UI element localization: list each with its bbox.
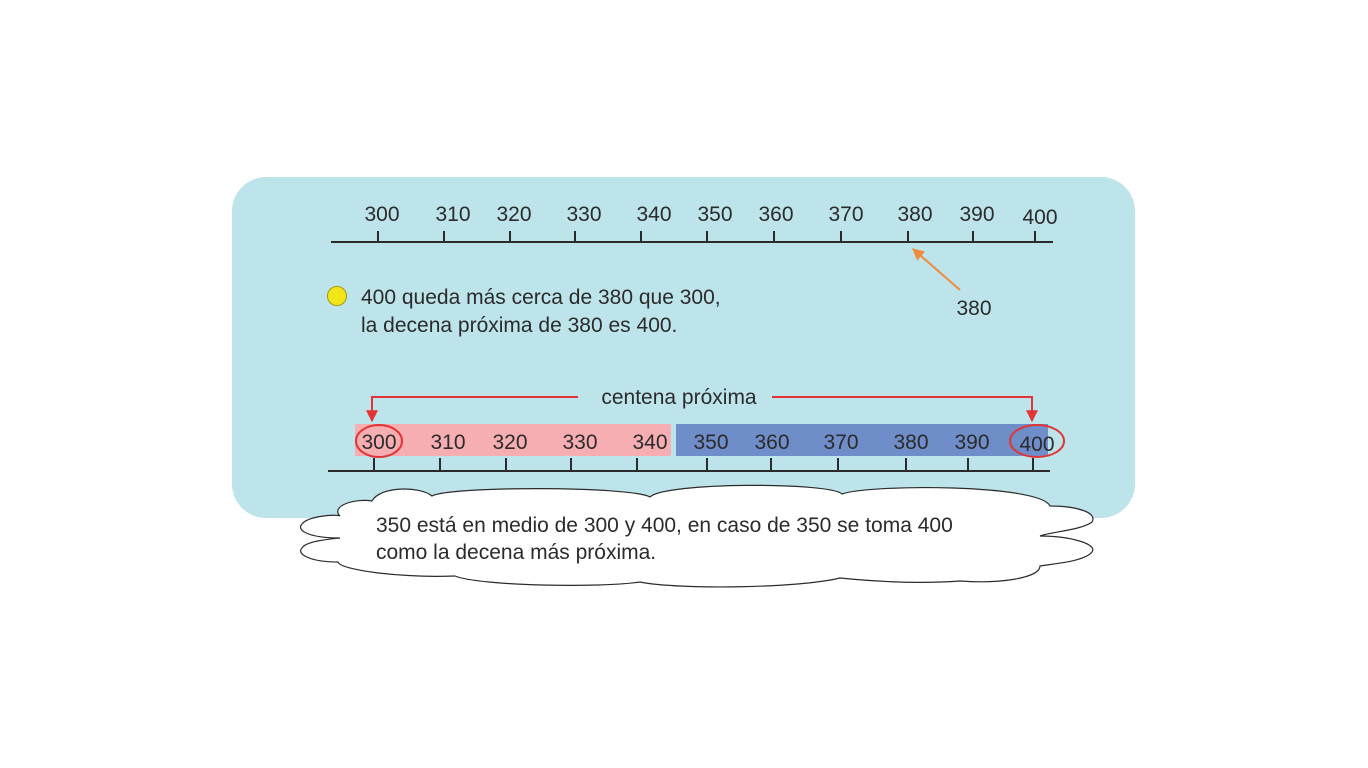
statement-line-2: la decena próxima de 380 es 400. [361, 314, 677, 337]
cloud-note: 350 está en medio de 300 y 400, en caso … [299, 484, 1094, 588]
pointer-380: 380 [912, 248, 992, 320]
top-tick-label-360: 360 [758, 203, 793, 226]
statement-line-1: 400 queda más cerca de 380 que 300, [361, 286, 721, 309]
bottom-tick-label-370: 370 [823, 431, 858, 454]
bracket-right-arrow-icon [772, 396, 1038, 423]
bracket-label: centena próxima [601, 386, 757, 409]
bottom-tick-label-300: 300 [361, 431, 396, 454]
top-tick-label-400: 400 [1022, 206, 1057, 229]
bottom-tick-label-350: 350 [693, 431, 728, 454]
bottom-tick-label-340: 340 [632, 431, 667, 454]
circle-300 [355, 424, 403, 458]
cloud-shape [299, 484, 1094, 588]
pointer-arrow-icon [912, 248, 961, 291]
bottom-tick-label-390: 390 [954, 431, 989, 454]
top-tick-label-370: 370 [828, 203, 863, 226]
top-tick-label-340: 340 [636, 203, 671, 226]
top-tick-label-300: 300 [364, 203, 399, 226]
centena-bracket: centena próxima [366, 386, 1038, 423]
top-tick-label-310: 310 [435, 203, 470, 226]
bottom-tick-label-360: 360 [754, 431, 789, 454]
bullet-icon [327, 286, 347, 306]
bracket-left-arrow-icon [366, 396, 578, 423]
statement: 400 queda más cerca de 380 que 300, la d… [327, 286, 721, 337]
bottom-tick-label-330: 330 [562, 431, 597, 454]
top-tick-label-350: 350 [697, 203, 732, 226]
diagram-panel [232, 177, 1135, 518]
top-tick-label-330: 330 [566, 203, 601, 226]
top-number-line: 300 310 320 330 340 350 360 370 380 390 400 [331, 203, 1058, 243]
bottom-tick-label-400: 400 [1019, 433, 1054, 456]
top-tick-label-390: 390 [959, 203, 994, 226]
pointer-label: 380 [956, 297, 991, 320]
upper-half-band [676, 424, 1048, 456]
bottom-number-line: 300 310 320 330 340 350 360 370 380 390 400 [328, 424, 1065, 472]
bottom-tick-label-310: 310 [430, 431, 465, 454]
cloud-line-1: 350 está en medio de 300 y 400, en caso … [376, 514, 953, 537]
top-tick-label-320: 320 [496, 203, 531, 226]
circle-400 [1009, 424, 1065, 458]
bottom-tick-label-320: 320 [492, 431, 527, 454]
bottom-tick-label-380: 380 [893, 431, 928, 454]
top-tick-label-380: 380 [897, 203, 932, 226]
cloud-line-2: como la decena más próxima. [376, 541, 656, 564]
lower-half-band [355, 424, 671, 456]
